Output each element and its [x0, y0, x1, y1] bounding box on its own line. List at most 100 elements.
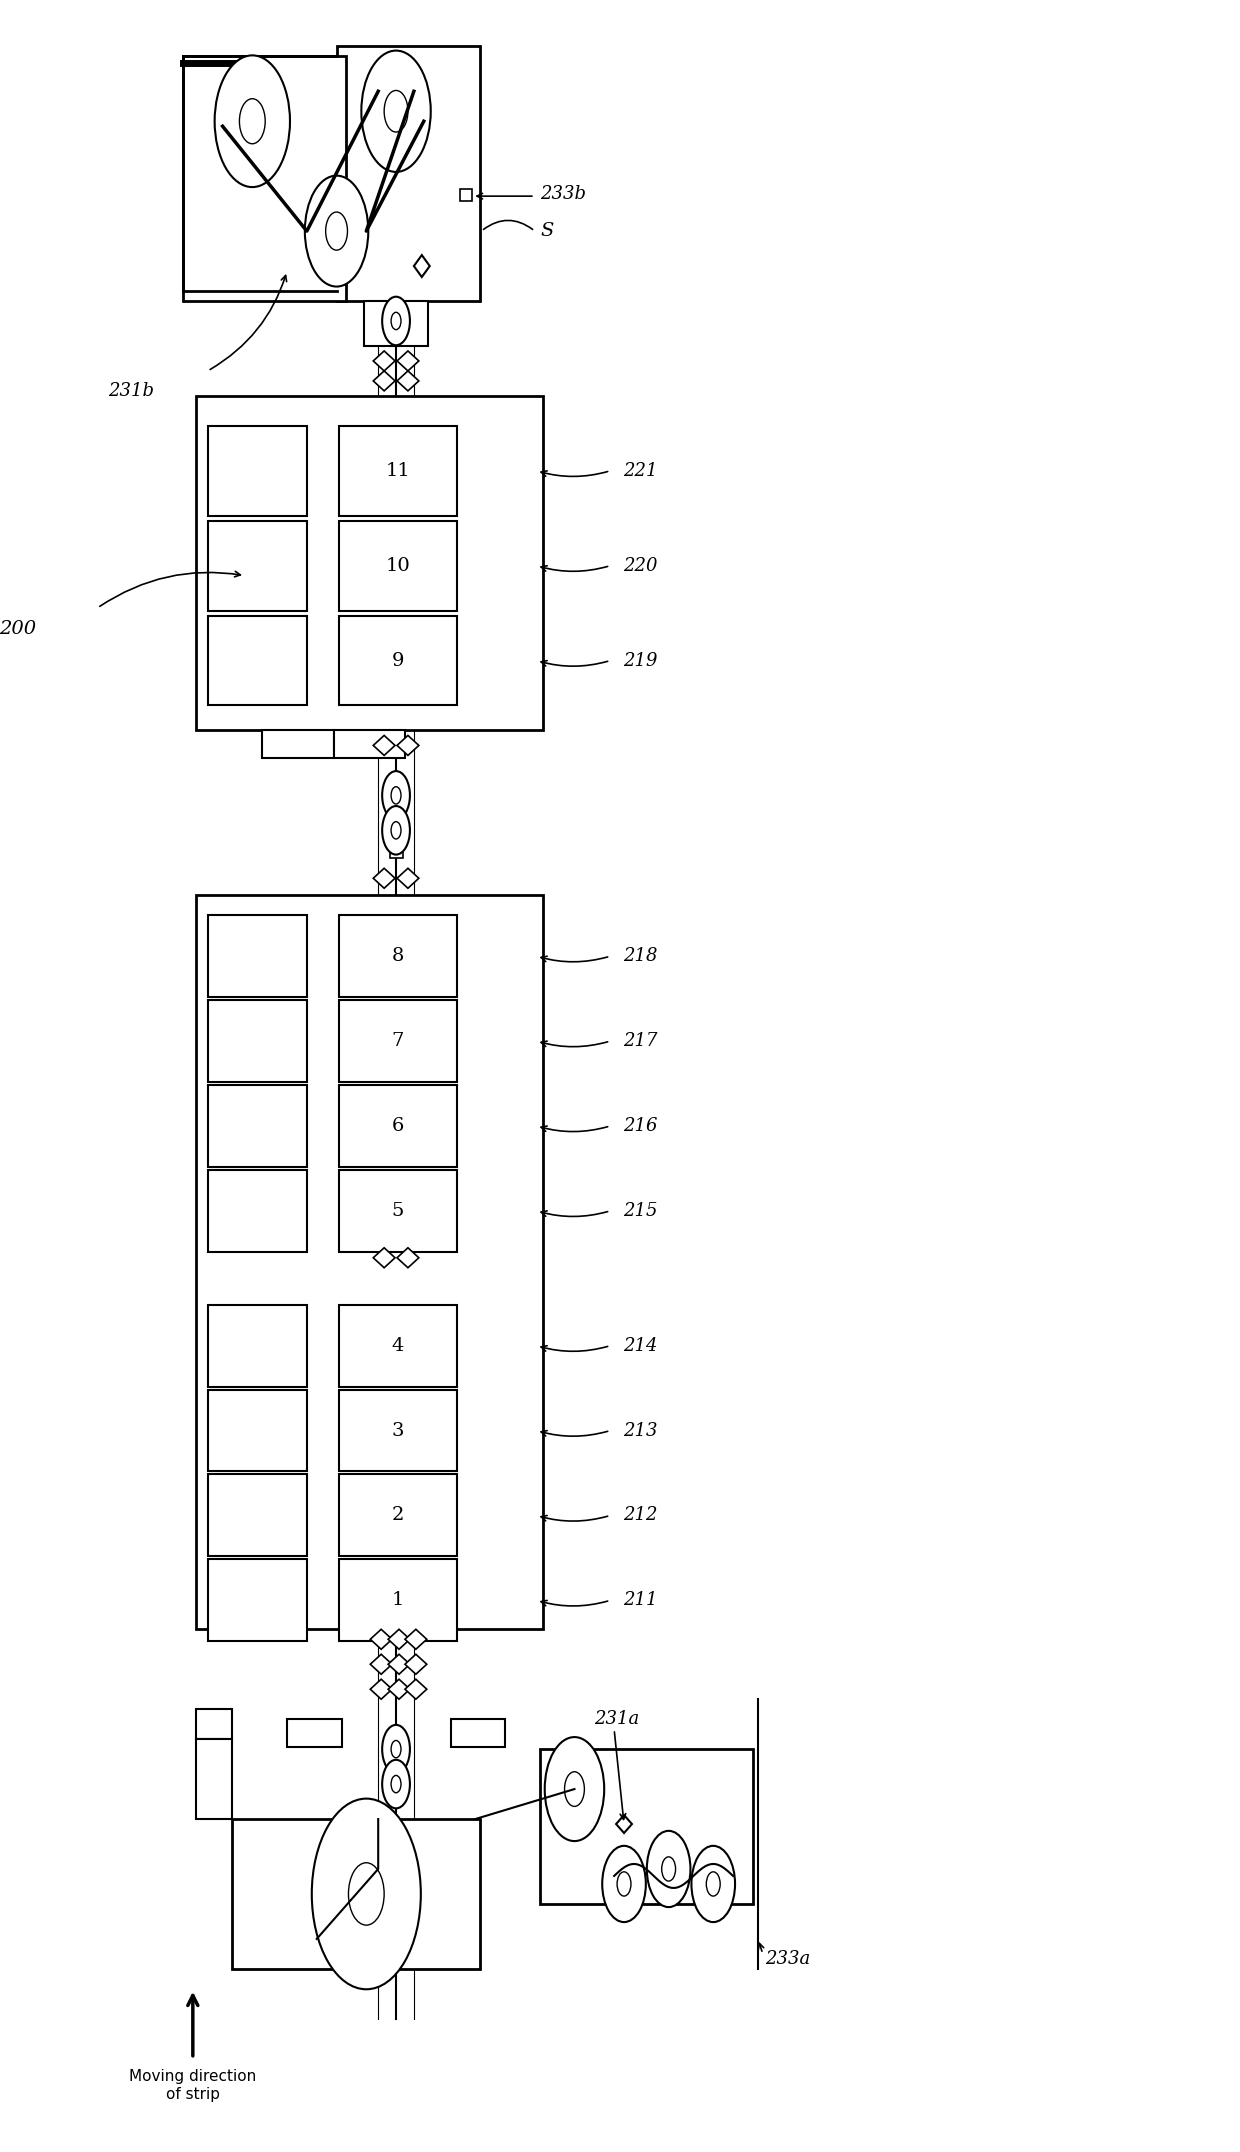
Text: 233a: 233a — [765, 1950, 810, 1967]
Circle shape — [382, 297, 410, 344]
Text: 214: 214 — [622, 1336, 657, 1354]
Circle shape — [707, 1872, 720, 1896]
Circle shape — [305, 176, 368, 286]
Polygon shape — [405, 1655, 427, 1674]
Circle shape — [391, 312, 401, 329]
Circle shape — [603, 1846, 646, 1922]
Circle shape — [382, 1726, 410, 1773]
Text: 212: 212 — [622, 1506, 657, 1524]
Text: 215: 215 — [622, 1201, 657, 1220]
Polygon shape — [397, 351, 419, 370]
Polygon shape — [397, 867, 419, 889]
Polygon shape — [388, 1679, 410, 1700]
Circle shape — [692, 1846, 735, 1922]
Bar — [208, 1171, 306, 1252]
Polygon shape — [373, 1248, 396, 1268]
Bar — [339, 426, 458, 516]
Bar — [339, 1390, 458, 1472]
Polygon shape — [414, 256, 430, 278]
Text: 211: 211 — [622, 1590, 657, 1610]
Text: 6: 6 — [392, 1117, 404, 1134]
Bar — [339, 615, 458, 706]
Bar — [208, 521, 306, 611]
Circle shape — [544, 1737, 604, 1842]
Text: 1: 1 — [392, 1590, 404, 1610]
Circle shape — [391, 1775, 401, 1793]
Polygon shape — [405, 1679, 427, 1700]
Bar — [334, 730, 405, 758]
Bar — [339, 915, 458, 996]
Text: Moving direction
of strip: Moving direction of strip — [129, 2070, 257, 2103]
Text: 231a: 231a — [594, 1711, 640, 1728]
Bar — [208, 1001, 306, 1082]
Circle shape — [382, 807, 410, 854]
Polygon shape — [184, 56, 346, 301]
Text: 218: 218 — [622, 947, 657, 964]
Text: 213: 213 — [622, 1422, 657, 1440]
Polygon shape — [616, 1814, 632, 1834]
Polygon shape — [371, 1655, 392, 1674]
Text: 4: 4 — [392, 1336, 404, 1354]
Circle shape — [391, 822, 401, 839]
Bar — [208, 1390, 306, 1472]
Bar — [363, 301, 428, 346]
Text: 2: 2 — [392, 1506, 404, 1524]
Circle shape — [618, 1872, 631, 1896]
Text: 233b: 233b — [539, 185, 585, 202]
Circle shape — [215, 56, 290, 187]
Bar — [339, 521, 458, 611]
Bar — [232, 1818, 480, 1969]
Circle shape — [348, 1864, 384, 1926]
Circle shape — [391, 788, 401, 805]
Polygon shape — [397, 370, 419, 392]
Text: 7: 7 — [392, 1033, 404, 1050]
Bar — [339, 1171, 458, 1252]
Polygon shape — [373, 867, 396, 889]
Circle shape — [662, 1857, 676, 1881]
Polygon shape — [405, 1629, 427, 1648]
Text: 200: 200 — [0, 620, 36, 639]
Bar — [208, 426, 306, 516]
Polygon shape — [388, 1629, 410, 1648]
Circle shape — [361, 52, 430, 172]
Circle shape — [382, 770, 410, 820]
Circle shape — [382, 1760, 410, 1808]
Polygon shape — [371, 1679, 392, 1700]
Bar — [450, 1719, 505, 1747]
Text: 219: 219 — [622, 652, 657, 669]
Circle shape — [384, 90, 408, 131]
Circle shape — [239, 99, 265, 144]
Text: 8: 8 — [392, 947, 404, 964]
Text: 220: 220 — [622, 557, 657, 575]
Polygon shape — [373, 370, 396, 392]
Text: 11: 11 — [386, 463, 410, 480]
Bar — [208, 1085, 306, 1166]
Bar — [339, 1085, 458, 1166]
Circle shape — [326, 213, 347, 250]
Bar — [262, 730, 334, 758]
Polygon shape — [388, 1655, 410, 1674]
Text: S: S — [541, 222, 554, 241]
Bar — [208, 615, 306, 706]
Bar — [208, 1304, 306, 1386]
Text: 231b: 231b — [109, 381, 155, 400]
Bar — [196, 1739, 232, 1818]
Polygon shape — [371, 1629, 392, 1648]
Circle shape — [647, 1831, 691, 1907]
Polygon shape — [373, 351, 396, 370]
Bar — [208, 915, 306, 996]
Bar — [196, 396, 543, 730]
Bar — [339, 1560, 458, 1642]
Text: 10: 10 — [386, 557, 410, 575]
Bar — [339, 1474, 458, 1556]
Bar — [460, 189, 472, 200]
Circle shape — [564, 1771, 584, 1806]
Text: 216: 216 — [622, 1117, 657, 1134]
Text: 217: 217 — [622, 1033, 657, 1050]
Text: 221: 221 — [622, 463, 657, 480]
Circle shape — [391, 1741, 401, 1758]
Bar — [391, 846, 403, 859]
Bar — [339, 1001, 458, 1082]
Polygon shape — [397, 736, 419, 755]
Bar — [196, 895, 543, 1629]
